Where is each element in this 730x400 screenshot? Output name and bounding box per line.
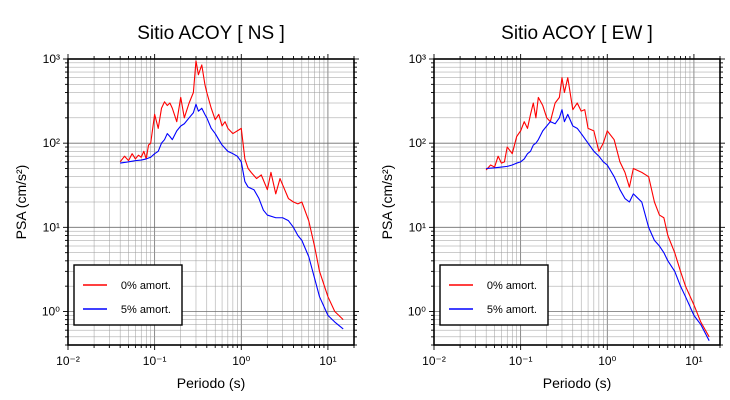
y-tick-label: 10³ [409,52,426,66]
x-axis-label: Periodo (s) [177,375,245,391]
y-axis-label: PSA (cm/s²) [379,165,395,240]
x-tick-label: 10¹ [319,354,336,368]
x-axis-label: Periodo (s) [543,375,611,391]
y-tick-label: 10² [43,136,60,150]
y-tick-label: 10¹ [409,220,426,234]
series-line-undamped [119,60,344,321]
legend-label: 0% amort. [487,280,537,292]
y-tick-label: 10¹ [43,220,60,234]
series-line-damped [486,109,710,341]
y-tick-label: 10⁰ [408,305,426,319]
y-tick-label: 10⁰ [42,305,60,319]
axis-ticks [63,54,359,350]
x-tick-label: 10⁻² [422,354,446,368]
chart-title: Sitio ACOY [ EW ] [501,23,653,44]
x-tick-label: 10¹ [685,354,702,368]
x-tick-label: 10⁻¹ [143,354,167,368]
grid-lines [68,59,354,345]
legend: 0% amort. 5% amort. [73,264,183,326]
y-tick-label: 10² [409,136,426,150]
x-tick-label: 10⁰ [598,354,616,368]
y-tick-label: 10³ [43,52,60,66]
grid-lines [434,59,720,345]
chart-panel-ns: 10⁻² 10⁻¹ 10⁰ 10¹ 10⁰ 10¹ 10² 10³ Sitio ACOY [ N… [13,23,359,391]
legend-label: 0% amort. [121,280,171,292]
legend-label: 5% amort. [487,304,537,316]
legend: 0% amort. 5% amort. [439,264,549,326]
legend-box [73,264,183,326]
x-tick-label: 10⁰ [232,354,250,368]
series-line-damped [120,103,344,330]
legend-label: 5% amort. [121,304,171,316]
y-axis-label: PSA (cm/s²) [13,165,29,240]
chart-title: Sitio ACOY [ NS ] [137,23,284,44]
x-tick-label: 10⁻¹ [509,354,533,368]
chart-panel-ew: 10⁻² 10⁻¹ 10⁰ 10¹ 10⁰ 10¹ 10² 10³ Sitio ACOY [ E… [379,23,725,391]
axis-ticks [429,54,725,350]
legend-box [439,264,549,326]
series-line-undamped [485,77,710,338]
x-tick-label: 10⁻² [56,354,80,368]
